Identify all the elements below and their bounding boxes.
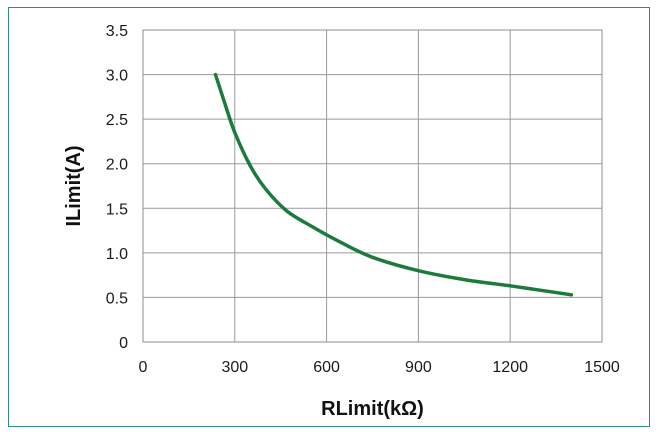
- y-tick-label: 3.0: [106, 68, 128, 85]
- x-tick-label: 1200: [492, 359, 528, 376]
- y-axis-title: ILimit(A): [63, 145, 85, 226]
- x-axis-title: RLimit(kΩ): [321, 398, 424, 420]
- y-tick-label: 0.5: [106, 290, 128, 307]
- x-tick-label: 600: [313, 359, 340, 376]
- y-tick-label: 2.5: [106, 112, 128, 129]
- x-tick-labels: 0 300 600 900 1200 1500: [139, 359, 620, 376]
- chart-frame: [8, 7, 650, 427]
- y-tick-label: 1.0: [106, 246, 128, 263]
- y-tick-label: 3.5: [106, 23, 128, 40]
- y-tick-labels: 0 0.5 1.0 1.5 2.0 2.5 3.0 3.5: [106, 23, 128, 352]
- y-tick-label: 1.5: [106, 201, 128, 218]
- x-tick-label: 1500: [584, 359, 620, 376]
- x-tick-label: 0: [139, 359, 148, 376]
- plot-area-border: [142, 29, 603, 343]
- y-tick-label: 0: [119, 335, 128, 352]
- grid: [142, 29, 603, 343]
- y-tick-label: 2.0: [106, 157, 128, 174]
- x-tick-label: 900: [405, 359, 432, 376]
- series-line: [213, 72, 574, 297]
- x-tick-label: 300: [221, 359, 248, 376]
